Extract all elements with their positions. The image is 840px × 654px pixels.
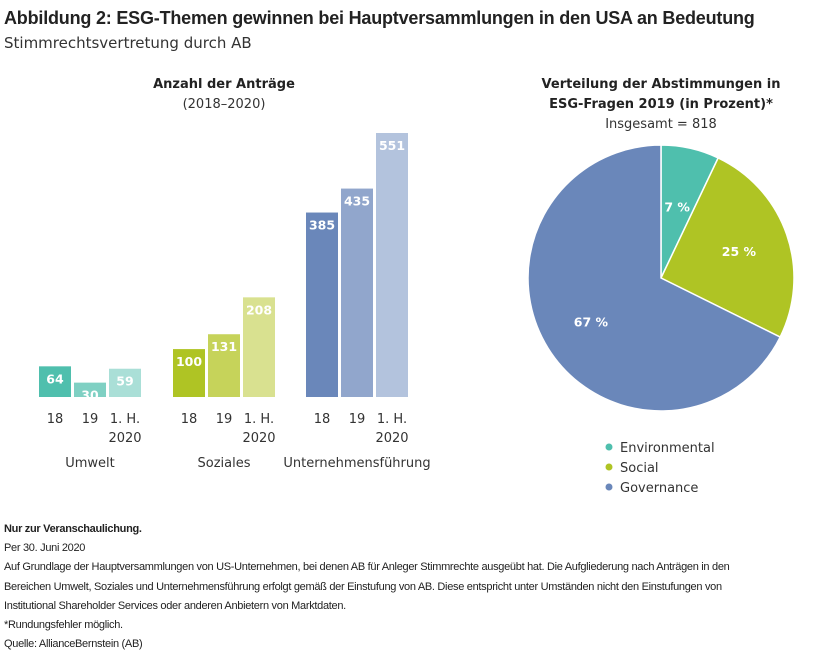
legend-label: Environmental [620,441,715,456]
x-tick-label: 2020 [375,431,408,446]
pie-chart-title: Verteilung der Abstimmungen in [542,77,781,92]
bar [109,368,141,397]
bar-value-label: 385 [309,218,335,233]
legend-label: Social [620,461,659,476]
group-label: Soziales [198,456,251,471]
figure-title: Abbildung 2: ESG-Themen gewinnen bei Hau… [4,8,755,28]
charts: Anzahl der Anträge (2018–2020) 64 18 30 19 59 1… [39,77,795,496]
note-line: Institutional Shareholder Services oder … [4,599,346,612]
note-line: Per 30. Juni 2020 [4,542,86,555]
bar-value-label: 131 [211,339,237,354]
group-label: Umwelt [65,456,115,471]
x-tick-label: 18 [314,412,331,427]
bar [208,334,240,397]
legend-marker [605,463,613,471]
bar [341,188,373,397]
bar [306,212,338,397]
bar [39,366,71,397]
bar [376,133,408,397]
pie-slice-label: 67 % [574,314,609,329]
legend-marker [605,483,613,491]
footnotes: Nur zur Veranschaulichung. Per 30. Juni … [4,520,836,654]
bar-chart-subtitle: (2018–2020) [183,97,266,112]
x-tick-label: 19 [349,412,366,427]
bar [173,349,205,397]
x-tick-label: 2020 [242,431,275,446]
x-tick-label: 19 [82,412,99,427]
note-line: Quelle: AllianceBernstein (AB) [4,638,143,651]
note-line: Auf Grundlage der Hauptversammlungen von… [4,561,730,574]
pie-chart-subtitle: Insgesamt = 818 [605,117,717,132]
bar-value-label: 64 [46,371,64,386]
bar-chart-title: Anzahl der Anträge [153,77,295,92]
x-tick-label: 18 [47,412,64,427]
x-tick-label: 1. H. [110,412,140,427]
pie-slice-label: 25 % [722,244,757,259]
bar-value-label: 435 [344,194,370,209]
x-tick-label: 18 [181,412,198,427]
bar-value-label: 59 [116,374,133,389]
x-tick-label: 1. H. [244,412,274,427]
pie-slice [527,144,782,412]
group-label: Unternehmensführung [283,456,430,471]
pie-chart-title: ESG-Fragen 2019 (in Prozent)* [549,97,773,112]
pie-slice [660,156,795,339]
legend-marker [605,443,613,451]
figure-subtitle: Stimmrechtsvertretung durch AB [4,34,252,52]
bar-value-label: 551 [379,138,405,153]
note-line: Bereichen Umwelt, Soziales und Unternehm… [4,580,722,593]
pie-slice-label: 7 % [664,200,690,215]
x-tick-label: 19 [216,412,233,427]
note-line: *Rundungsfehler möglich. [4,619,123,632]
x-tick-label: 2020 [108,431,141,446]
bar [243,297,275,397]
bar [74,382,106,397]
note-bold: Nur zur Veranschaulichung. [4,523,142,535]
legend-label: Governance [620,481,698,496]
bar-value-label: 30 [81,388,99,403]
bar-value-label: 208 [246,302,272,317]
bar-value-label: 100 [176,354,202,369]
x-tick-label: 1. H. [377,412,407,427]
